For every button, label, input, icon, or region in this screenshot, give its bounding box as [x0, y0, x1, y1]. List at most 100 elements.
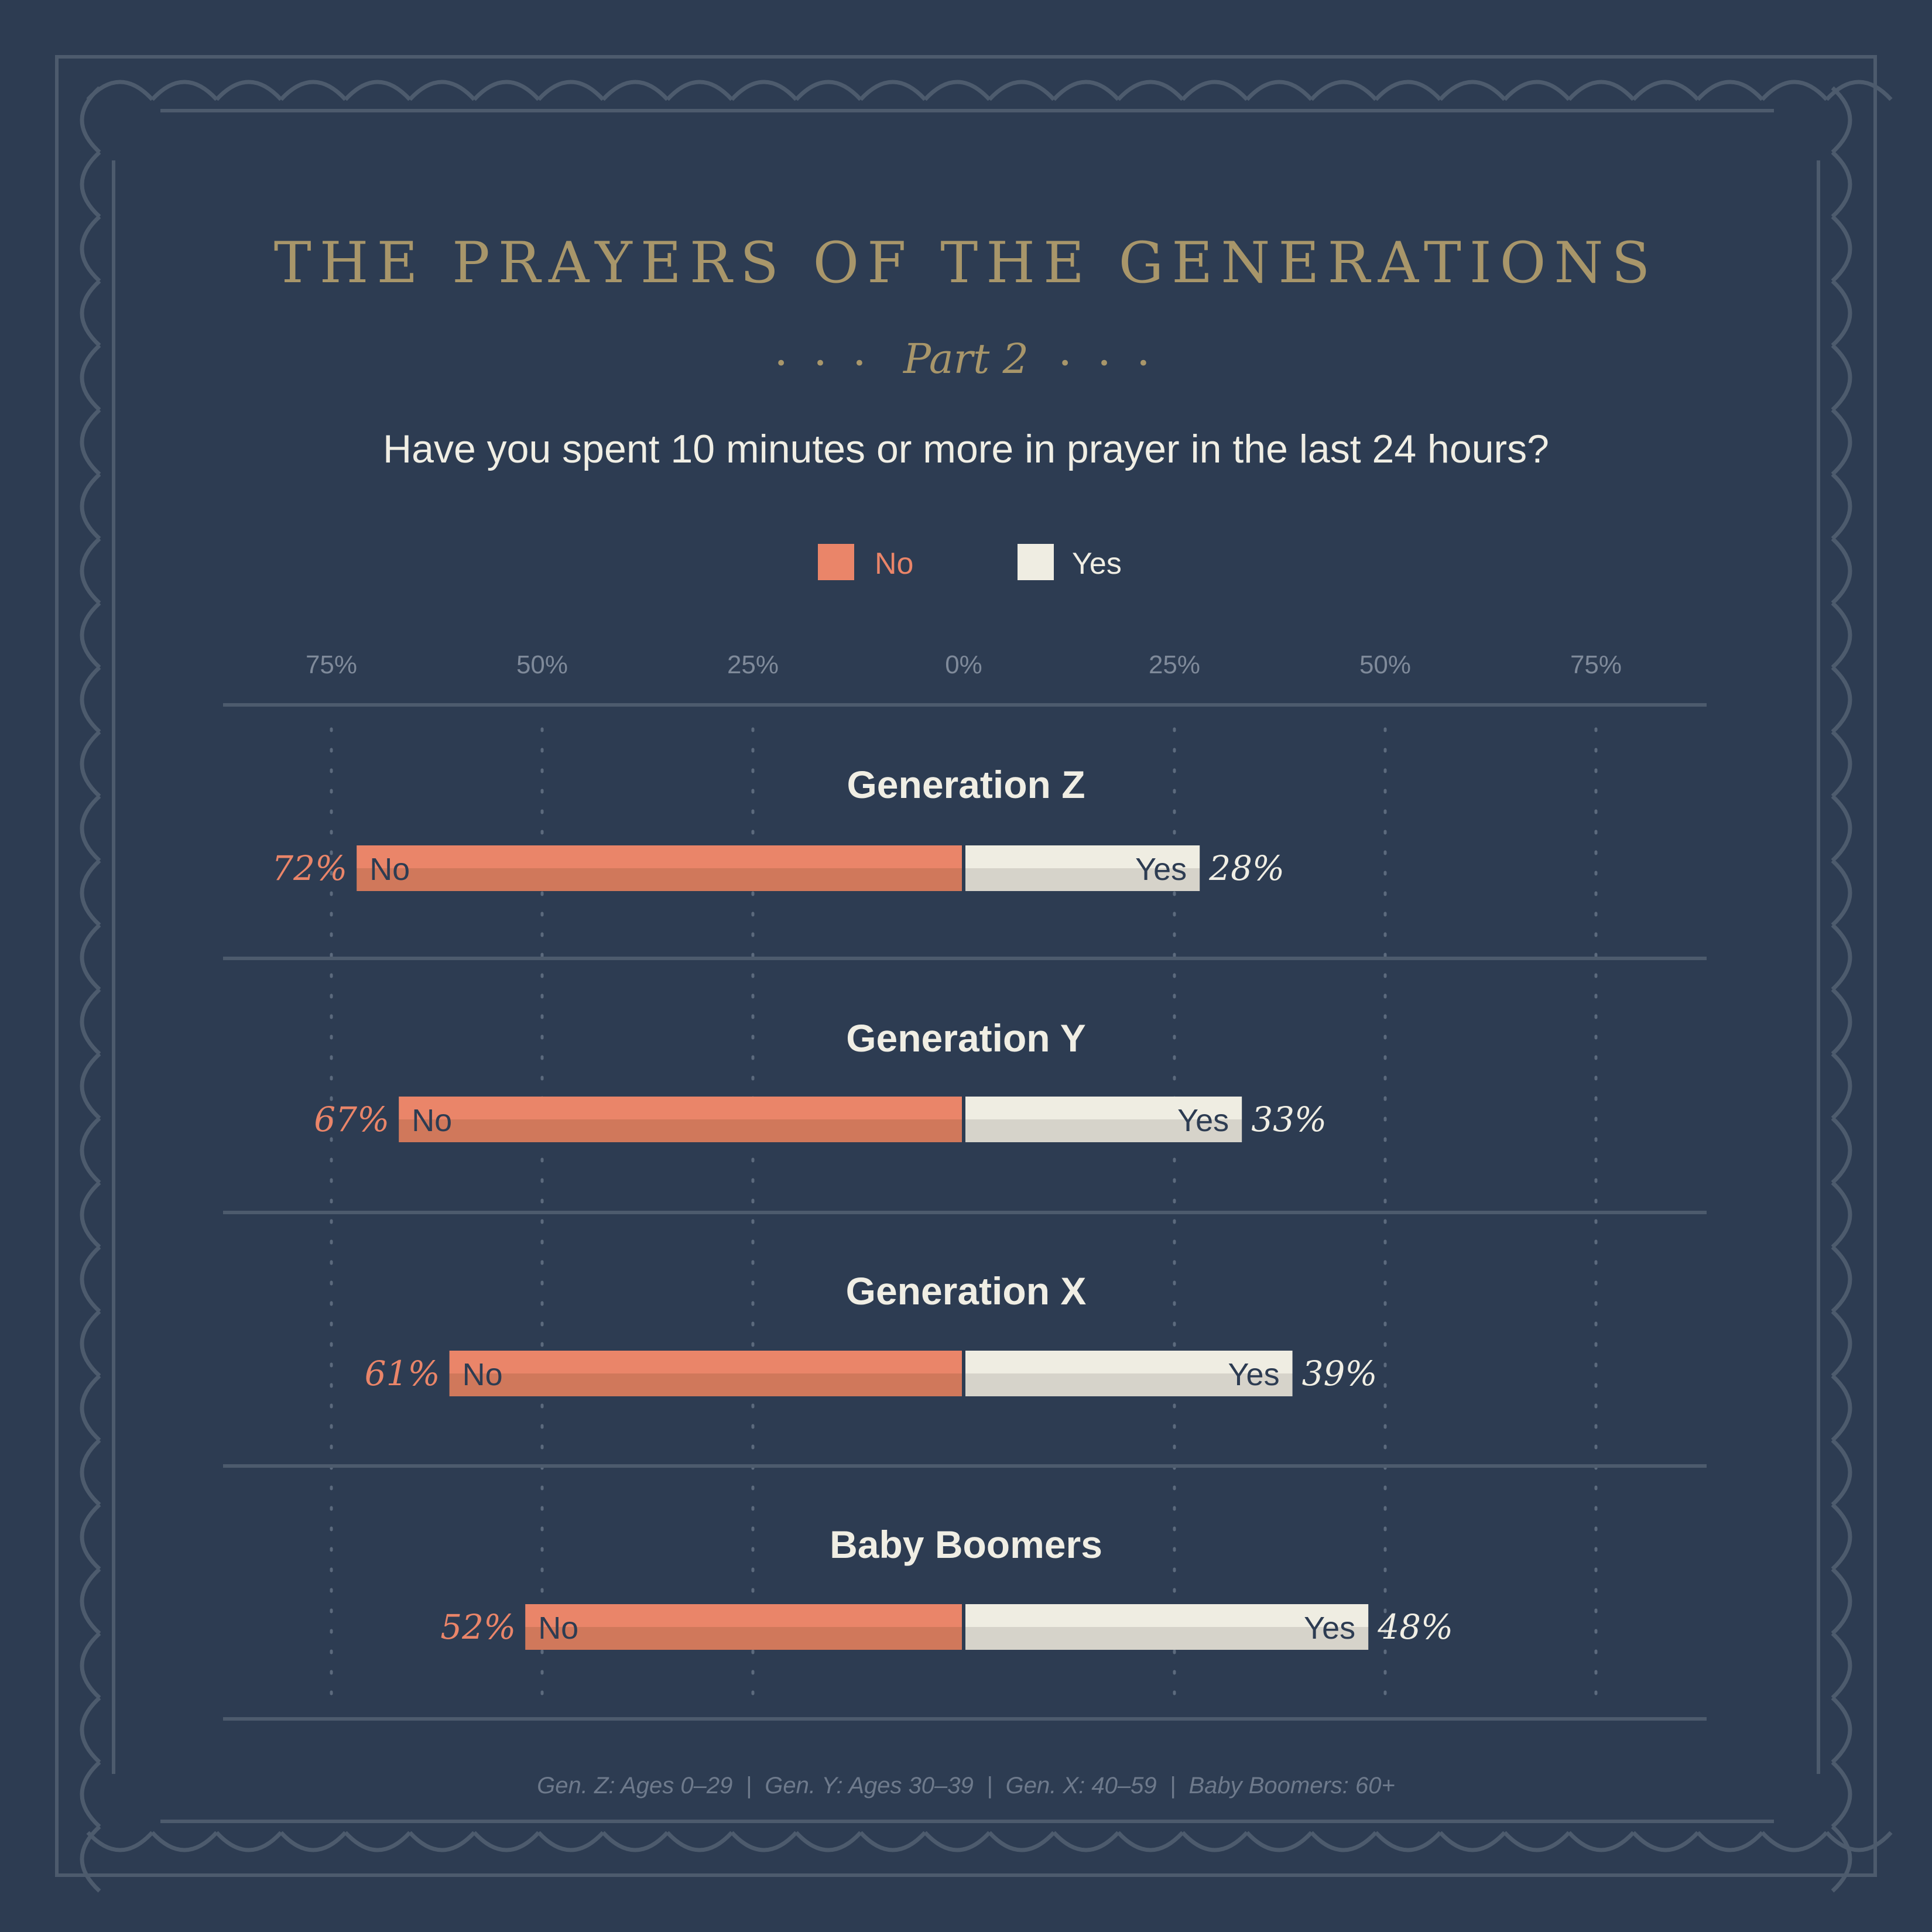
- frame-ornament: [80, 1760, 101, 1828]
- value-label-no: 61%: [365, 1354, 440, 1393]
- subtitle-group: • • • Part 2 • • •: [775, 335, 1149, 383]
- bar-inner-label-no: No: [463, 1357, 503, 1392]
- ornamental-frame: [55, 55, 1893, 1893]
- frame-ornament: [1831, 408, 1852, 476]
- bar-no: [399, 1097, 962, 1119]
- frame-ornament: [859, 1831, 927, 1852]
- frame-ornament: [923, 80, 991, 101]
- bar-yes: [965, 1097, 1242, 1119]
- frame-ornament: [472, 80, 540, 101]
- category-label: Generation Y: [846, 1016, 1086, 1060]
- bar-no-shade: [449, 1373, 962, 1396]
- frame-ornament: [1245, 80, 1313, 101]
- frame-ornament: [1831, 794, 1852, 862]
- frame-ornament: [80, 601, 101, 669]
- frame-ornament: [730, 80, 798, 101]
- frame-ornament: [1374, 80, 1442, 101]
- frame-ornament: [537, 1831, 605, 1852]
- frame-ornament: [80, 215, 101, 283]
- bar-no-shade: [357, 868, 962, 891]
- bar-inner-label-no: No: [538, 1611, 578, 1646]
- frame-ornament: [1831, 730, 1852, 798]
- frame-ornament: [1831, 988, 1852, 1056]
- title: THE PRAYERS OF THE GENERATIONS: [274, 230, 1658, 296]
- bar-inner-label-yes: Yes: [1228, 1357, 1280, 1392]
- frame-ornament: [80, 1567, 101, 1635]
- frame-ornament: [1503, 80, 1571, 101]
- bar-inner-label-yes: Yes: [1304, 1611, 1355, 1646]
- value-label-no: 67%: [314, 1099, 389, 1139]
- frame-ornament: [150, 80, 218, 101]
- frame-ornament: [80, 794, 101, 862]
- frame-ornament: [988, 80, 1056, 101]
- frame-ornament: [80, 344, 101, 412]
- frame-ornament: [1760, 1831, 1828, 1852]
- frame-ornament: [80, 1116, 101, 1184]
- frame-ornament: [86, 1831, 154, 1852]
- frame-ornament: [1831, 1374, 1852, 1442]
- frame-ornament: [1438, 1831, 1506, 1852]
- frame-ornament: [794, 80, 862, 101]
- value-label-no: 72%: [272, 848, 347, 888]
- frame-ornament: [80, 1632, 101, 1700]
- legend-label-no: No: [875, 547, 913, 581]
- frame-ornament: [215, 80, 283, 101]
- frame-ornament: [80, 859, 101, 927]
- frame-ornament: [1052, 1831, 1120, 1852]
- frame-ornament: [80, 408, 101, 476]
- frame-ornament: [80, 1181, 101, 1249]
- legend-label-yes: Yes: [1072, 547, 1122, 581]
- subtitle: Part 2: [902, 335, 1029, 383]
- frame-ornament: [1831, 1696, 1852, 1764]
- frame-ornament: [1831, 279, 1852, 347]
- value-label-no: 52%: [440, 1607, 516, 1647]
- frame-ornament: [1438, 80, 1506, 101]
- frame-ornament: [80, 1245, 101, 1313]
- frame-ornament: [666, 1831, 734, 1852]
- frame-ornament: [988, 1831, 1056, 1852]
- bar-inner-label-no: No: [412, 1103, 452, 1138]
- bar-no: [357, 845, 962, 868]
- frame-ornament: [1632, 1831, 1700, 1852]
- frame-ornament: [1831, 1503, 1852, 1571]
- frame-ornament: [1825, 1831, 1893, 1852]
- x-axis: 75% 50% 25% 0% 25% 50% 75%: [223, 650, 1707, 1721]
- frame-ornament: [1632, 80, 1700, 101]
- frame-ornament: [279, 80, 347, 101]
- frame-ornament: [80, 537, 101, 605]
- frame-ornament: [80, 1310, 101, 1378]
- frame-ornament: [1831, 1310, 1852, 1378]
- frame-ornament: [923, 1831, 991, 1852]
- frame-ornament: [80, 86, 101, 154]
- frame-ornament: [601, 80, 669, 101]
- frame-ornament: [1831, 472, 1852, 540]
- frame-ornament: [1245, 1831, 1313, 1852]
- bar-no-shade: [525, 1627, 962, 1650]
- bar-yes-shade: [965, 1373, 1293, 1396]
- frame-ornament: [1052, 80, 1120, 101]
- frame-ornament: [1831, 1632, 1852, 1700]
- x-tick-label: 50%: [516, 650, 568, 679]
- category-label: Baby Boomers: [830, 1523, 1102, 1566]
- frame-ornament: [1696, 1831, 1764, 1852]
- legend-swatch-yes: [1018, 544, 1054, 580]
- legend: No Yes: [818, 544, 1122, 581]
- x-tick-label: 25%: [727, 650, 779, 679]
- frame-ornament: [1831, 1116, 1852, 1184]
- value-label-yes: 39%: [1302, 1354, 1378, 1393]
- frame-ornament: [80, 923, 101, 991]
- bar-group: Generation Y No Yes 67% 33%: [314, 1016, 1327, 1142]
- frame-ornament: [1831, 1438, 1852, 1506]
- bar-yes: [965, 1351, 1293, 1373]
- frame-ornament: [1831, 859, 1852, 927]
- frame-ornament: [80, 1374, 101, 1442]
- bar-no: [449, 1351, 962, 1373]
- frame-ornament: [80, 472, 101, 540]
- value-label-yes: 28%: [1208, 848, 1284, 888]
- frame-ornament: [1831, 923, 1852, 991]
- bar-no-shade: [399, 1119, 962, 1142]
- frame-ornament: [80, 1825, 101, 1893]
- frame-ornament: [1831, 344, 1852, 412]
- frame-ornament: [80, 279, 101, 347]
